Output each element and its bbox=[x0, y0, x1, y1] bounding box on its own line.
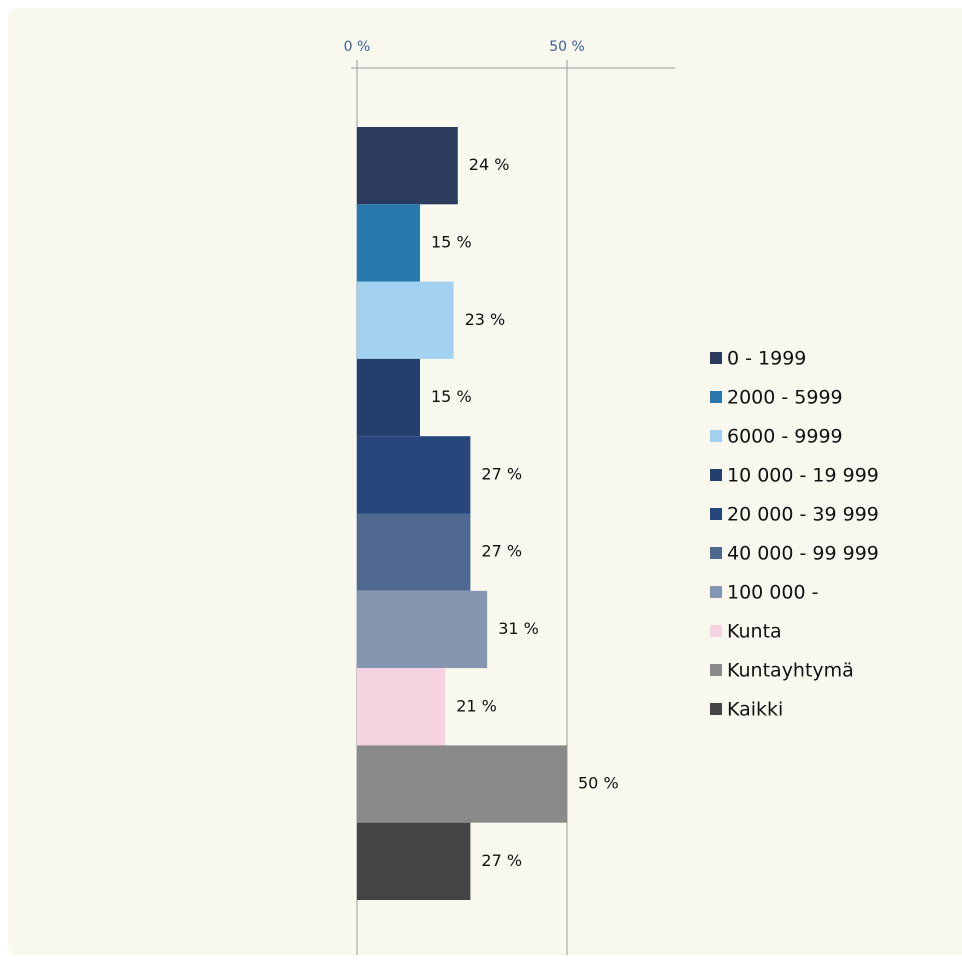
x-tick-label: 50 % bbox=[549, 39, 585, 55]
value-label: 31 % bbox=[498, 619, 539, 638]
value-label: 15 % bbox=[431, 387, 472, 406]
legend-swatch bbox=[710, 625, 722, 637]
legend-swatch bbox=[710, 703, 722, 715]
bar bbox=[357, 436, 471, 514]
legend-label: 0 - 1999 bbox=[727, 348, 806, 370]
legend-label: 10 000 - 19 999 bbox=[727, 465, 879, 487]
bar bbox=[357, 822, 471, 900]
bar bbox=[357, 127, 458, 205]
value-label: 21 % bbox=[456, 696, 497, 715]
value-label: 50 % bbox=[578, 774, 619, 793]
legend-label: 100 000 - bbox=[727, 582, 818, 604]
legend-swatch bbox=[710, 508, 722, 520]
legend-label: Kunta bbox=[727, 621, 782, 643]
legend-label: 6000 - 9999 bbox=[727, 426, 843, 448]
value-label: 27 % bbox=[481, 542, 522, 561]
legend-label: 20 000 - 39 999 bbox=[727, 504, 879, 526]
bar bbox=[357, 668, 446, 746]
value-label: 24 % bbox=[469, 155, 510, 174]
bar bbox=[357, 358, 420, 437]
bar bbox=[357, 281, 454, 359]
legend-label: Kuntayhtymä bbox=[727, 660, 854, 682]
value-label: 27 % bbox=[481, 851, 522, 870]
plot-panel bbox=[8, 8, 962, 955]
bar bbox=[357, 590, 488, 669]
bar bbox=[357, 745, 567, 823]
legend-swatch bbox=[710, 586, 722, 598]
legend-swatch bbox=[710, 391, 722, 403]
value-label: 23 % bbox=[465, 310, 506, 329]
legend-swatch bbox=[710, 430, 722, 442]
legend-swatch bbox=[710, 469, 722, 481]
bar bbox=[357, 204, 420, 282]
value-label: 27 % bbox=[481, 464, 522, 483]
legend-label: 40 000 - 99 999 bbox=[727, 543, 879, 565]
legend-swatch bbox=[710, 547, 722, 559]
legend-swatch bbox=[710, 352, 722, 364]
legend-label: Kaikki bbox=[727, 699, 783, 721]
x-tick-label: 0 % bbox=[344, 39, 371, 55]
legend-label: 2000 - 5999 bbox=[727, 387, 843, 409]
bar bbox=[357, 513, 471, 591]
value-label: 15 % bbox=[431, 232, 472, 251]
legend-swatch bbox=[710, 664, 722, 676]
